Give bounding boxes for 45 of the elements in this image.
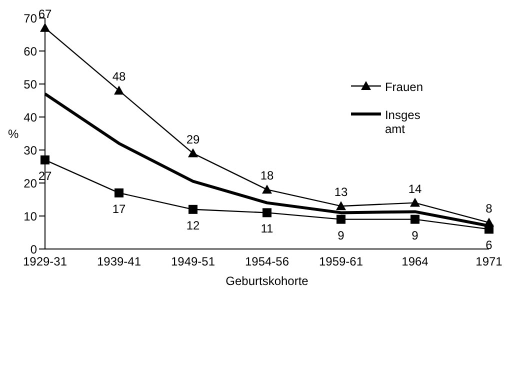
- y-tick-label: 30: [24, 143, 38, 158]
- point: [40, 22, 50, 32]
- y-tick-label: 40: [24, 110, 38, 124]
- y-tick-label: 60: [24, 44, 38, 58]
- y-tick-label: 20: [24, 176, 38, 190]
- data-label: 6: [486, 238, 493, 252]
- point: [262, 208, 272, 218]
- point: [188, 204, 198, 214]
- data-label: 67: [38, 6, 52, 21]
- data-label: 9: [338, 228, 345, 242]
- point: [40, 155, 50, 164]
- point: [410, 198, 420, 207]
- data-label: 17: [112, 202, 126, 216]
- point: [336, 201, 346, 210]
- y-tick-label: 70: [24, 11, 38, 26]
- point: [188, 148, 198, 158]
- y-axis-title: %: [8, 126, 19, 141]
- point: [410, 214, 420, 224]
- x-tick-label: 1949-51: [170, 254, 216, 269]
- x-tick-label: 1929-31: [22, 254, 68, 269]
- legend-label: Insges amt: [384, 108, 420, 136]
- point: [484, 224, 494, 234]
- data-label: 48: [112, 70, 126, 84]
- x-tick-label: 1939-41: [96, 254, 142, 269]
- data-label: 13: [334, 185, 348, 200]
- y-tick-label: 10: [24, 209, 38, 224]
- x-tick-label: 1954-56: [244, 254, 290, 269]
- data-label: 14: [408, 182, 422, 196]
- data-label: 18: [260, 168, 274, 183]
- data-label: 29: [186, 132, 200, 146]
- legend-label: Frauen: [384, 80, 423, 94]
- y-tick-label: 50: [24, 77, 38, 92]
- x-tick-label: 1964: [402, 254, 429, 269]
- point: [114, 188, 124, 198]
- data-label: 11: [260, 222, 274, 236]
- x-tick-label: 1971: [476, 254, 503, 269]
- y-tick-label: 0: [30, 242, 38, 256]
- point: [336, 214, 346, 224]
- data-label: 12: [186, 218, 200, 232]
- point: [262, 184, 272, 194]
- x-axis-title: Geburtskohorte: [226, 274, 309, 288]
- data-label: 9: [412, 228, 419, 242]
- data-label: 8: [486, 202, 493, 216]
- point: [114, 86, 124, 95]
- x-tick-label: 1959-61: [318, 254, 364, 269]
